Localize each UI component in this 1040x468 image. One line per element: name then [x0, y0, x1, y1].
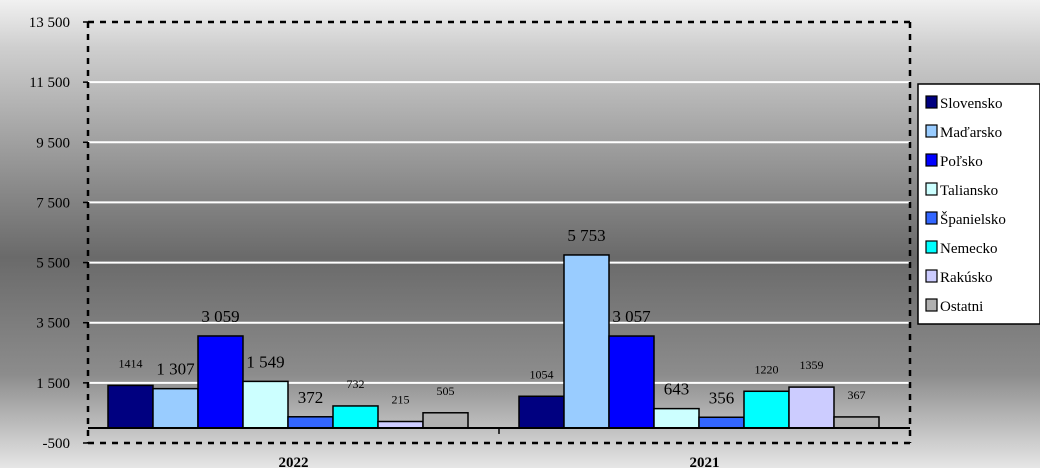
data-label: 5 753 [567, 226, 605, 245]
data-label: 3 059 [201, 307, 239, 326]
y-tick-label: 1 500 [36, 376, 70, 392]
legend-swatch [925, 298, 938, 312]
y-tick-label: 5 500 [36, 256, 70, 272]
legend-swatch [925, 269, 938, 283]
y-tick-label: 9 500 [36, 135, 70, 151]
legend-label: Ostatni [940, 299, 983, 315]
legend-swatch [925, 124, 938, 138]
legend-label: Maďarsko [940, 125, 1002, 141]
data-label: 1 549 [246, 352, 284, 371]
bar [518, 395, 565, 429]
data-label: 367 [848, 388, 866, 402]
bar [332, 405, 379, 429]
legend-swatch [925, 95, 938, 109]
y-tick-label: -500 [43, 436, 71, 452]
bar [563, 254, 610, 429]
bar [653, 407, 700, 429]
legend-label: Španielsko [940, 211, 1006, 228]
data-label: 372 [298, 388, 324, 407]
legend-label: Poľsko [940, 154, 983, 170]
bar [242, 380, 289, 429]
bar [152, 387, 199, 429]
bar [698, 416, 745, 429]
legend-label: Rakúsko [940, 270, 993, 286]
legend-label: Taliansko [940, 183, 998, 199]
data-label: 505 [437, 384, 455, 398]
legend-label: Slovensko [940, 96, 1003, 112]
gridlines [88, 81, 910, 384]
bar [287, 416, 334, 429]
data-label: 643 [664, 380, 690, 399]
data-label: 1414 [119, 356, 143, 370]
data-label: 3 057 [612, 307, 651, 326]
data-label: 215 [392, 392, 410, 406]
bar [833, 416, 880, 429]
legend-swatch [925, 240, 938, 254]
legend-swatch [925, 182, 938, 196]
x-category-label: 2021 [690, 455, 720, 468]
bar [107, 384, 154, 429]
data-label: 356 [709, 388, 735, 407]
y-tick-label: 7 500 [36, 195, 70, 211]
y-tick-label: 13 500 [29, 15, 70, 31]
bar [743, 390, 790, 429]
data-label: 732 [347, 377, 365, 391]
legend-label: Nemecko [940, 241, 997, 257]
bar [788, 386, 835, 429]
data-label: 1054 [530, 367, 554, 381]
x-axis-categories: 2022 2021 [279, 455, 720, 468]
data-label: 1359 [800, 358, 824, 372]
bar [197, 335, 244, 429]
data-label: 1220 [755, 362, 779, 376]
bar [608, 335, 655, 429]
legend-box [917, 83, 1040, 325]
x-category-label: 2022 [279, 455, 309, 468]
legend: Slovensko Maďarsko Poľsko Taliansko Španiels… [917, 83, 1040, 325]
legend-swatch [925, 153, 938, 167]
y-axis-ticks: -500 1 500 3 500 5 500 7 500 9 500 11 500 13 50… [29, 15, 88, 452]
y-tick-label: 11 500 [29, 75, 70, 91]
data-labels: 1414 1054 1 307 5 753 3 059 3 057 1 549 643 372 3… [119, 226, 866, 407]
data-label: 1 307 [156, 360, 195, 379]
legend-swatch [925, 211, 938, 225]
bars [107, 254, 880, 429]
axes [86, 20, 912, 445]
bar [422, 412, 469, 429]
y-tick-label: 3 500 [36, 316, 70, 332]
